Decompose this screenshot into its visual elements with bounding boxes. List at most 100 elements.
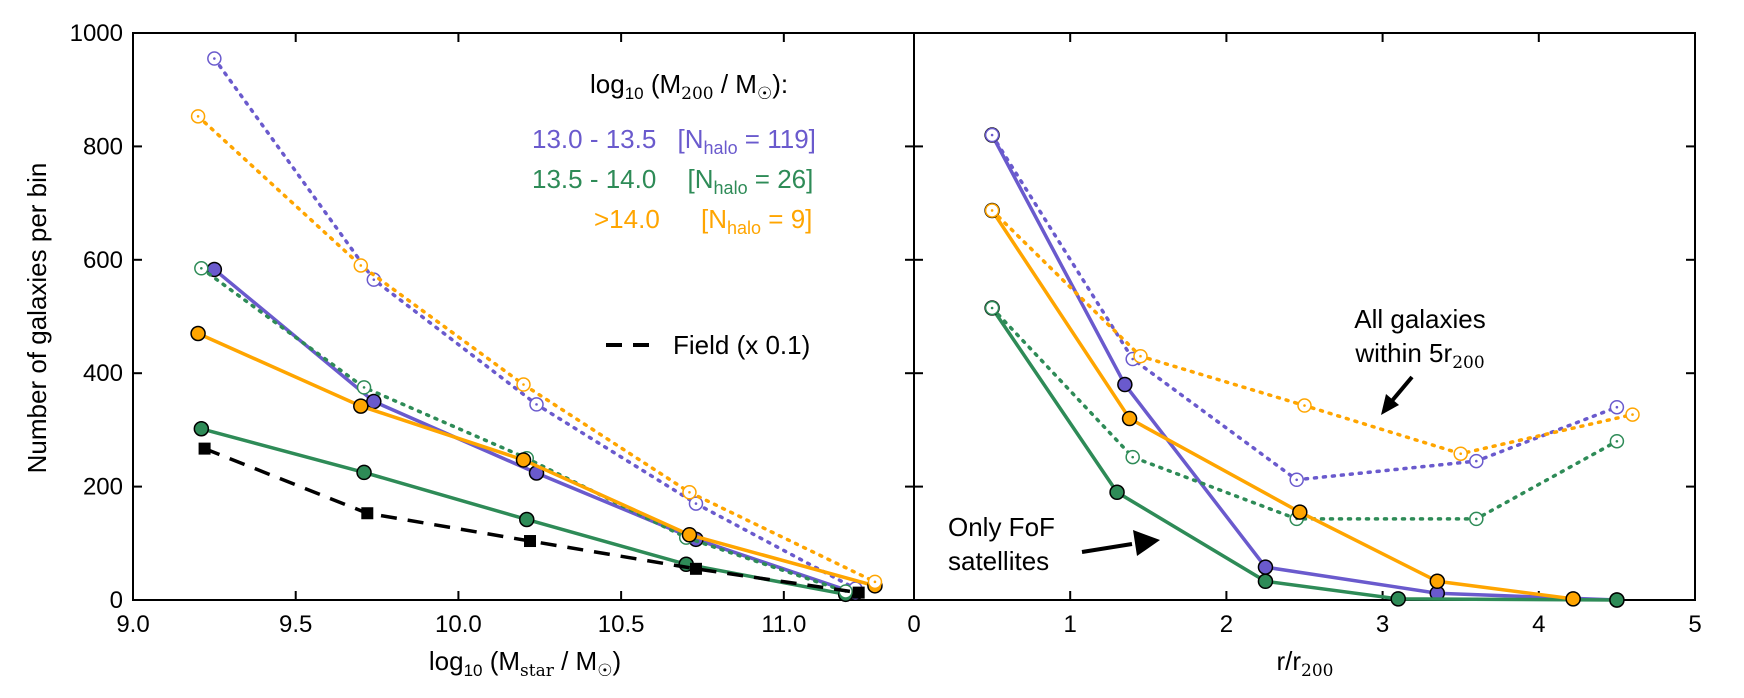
legend: log10 (M200 / M☉): 13.0 - 13.5 [Nhalo = … [532, 69, 816, 360]
right-point-purple-all [1609, 399, 1625, 415]
left-point-field [361, 507, 374, 520]
right-x-tick-label: 2 [1220, 611, 1233, 638]
left-point-field [198, 442, 211, 455]
left-point-field [852, 586, 865, 599]
right-point-green-satellites [1257, 573, 1274, 590]
legend-range-green: 13.5 - 14.0 [532, 164, 656, 194]
right-point-orange-all [1297, 398, 1312, 413]
left-point-orange-satellites [353, 398, 369, 414]
right-point-purple-all [1469, 453, 1484, 469]
left-point-green-satellites [193, 421, 210, 437]
left-axis-ticks: 9.0 9.5 10.0 10.5 11.0 0 200 400 600 800 1000 [70, 20, 914, 638]
right-panel-frame [913, 32, 1696, 601]
left-point-green-satellites [356, 464, 372, 481]
left-series-orange-all [190, 109, 883, 590]
legend-field-label: Field (x 0.1) [673, 330, 810, 360]
annotation-satellites-line1: Only FoF [948, 512, 1055, 542]
left-point-green-all [194, 261, 209, 276]
annotation-satellites: Only FoF satellites [948, 512, 1160, 576]
right-point-green-all [984, 300, 1000, 316]
left-series-green-satellites [193, 421, 854, 603]
right-point-green-all [1469, 511, 1484, 527]
y-tick-label: 400 [83, 360, 123, 387]
right-point-orange-all [1625, 407, 1640, 422]
left-point-purple-all [529, 397, 544, 412]
annotation-all-galaxies-line2: within 5r200 [1354, 338, 1484, 373]
left-point-purple-all [688, 496, 704, 511]
legend-entry-green: 13.5 - 14.0 [Nhalo = 26] [532, 164, 813, 198]
left-series-field [198, 442, 865, 599]
left-point-green-all [356, 380, 372, 395]
left-point-green-satellites [519, 511, 535, 528]
right-point-orange-satellites [1292, 504, 1308, 520]
annotation-satellites-line2: satellites [948, 546, 1049, 576]
right-point-green-satellites [1609, 592, 1625, 608]
right-point-green-all [1125, 449, 1140, 465]
y-tick-label: 800 [83, 133, 123, 160]
left-panel-series [190, 51, 883, 603]
legend-range-orange: >14.0 [594, 204, 660, 234]
y-axis-label: Number of galaxies per bin [22, 163, 52, 474]
left-x-tick-label: 10.5 [598, 611, 645, 638]
right-series-purple-satellites [984, 127, 1625, 608]
left-point-purple-all [207, 51, 222, 66]
right-point-green-all [1609, 433, 1625, 449]
right-point-purple-all [1289, 472, 1304, 488]
left-point-field [524, 535, 537, 548]
right-point-green-satellites [1390, 591, 1406, 607]
left-series-line-orange-satellites [197, 331, 876, 588]
left-x-tick-label: 9.0 [116, 611, 149, 638]
right-x-tick-label: 1 [1064, 611, 1077, 638]
left-series-purple-satellites [206, 261, 864, 601]
y-tick-label: 0 [110, 587, 123, 614]
right-panel-series [984, 127, 1640, 608]
left-point-orange-all [682, 485, 697, 500]
left-point-orange-all [867, 574, 883, 590]
left-point-orange-satellites [190, 325, 206, 342]
legend-title: log10 (M200 / M☉): [590, 69, 788, 104]
right-axis-ticks: 0 1 2 3 4 5 [907, 32, 1702, 638]
right-series-line-orange-satellites [990, 209, 1574, 601]
right-series-orange-all [984, 203, 1640, 461]
left-point-orange-satellites [681, 527, 698, 543]
right-series-line-purple-all [990, 133, 1619, 482]
right-x-tick-label: 0 [907, 611, 920, 638]
left-series-line-green-all [199, 266, 848, 594]
left-series-line-field [203, 446, 859, 595]
arrow-icon [1081, 530, 1160, 556]
left-point-orange-all [190, 109, 206, 124]
right-x-axis-label: r/r200 [1277, 646, 1334, 681]
left-x-tick-label: 10.0 [435, 611, 482, 638]
left-point-orange-satellites [515, 452, 532, 468]
right-x-tick-label: 4 [1532, 611, 1545, 638]
annotation-all-galaxies-line1: All galaxies [1354, 304, 1486, 334]
right-point-purple-all [984, 127, 1000, 143]
legend-entry-orange: >14.0 [Nhalo = 9] [594, 204, 812, 238]
right-point-orange-satellites [1121, 410, 1138, 427]
left-point-orange-all [516, 377, 531, 392]
left-series-purple-all [207, 51, 863, 596]
right-series-purple-all [984, 127, 1625, 488]
right-series-line-orange-all [990, 208, 1635, 456]
right-point-purple-satellites [1117, 376, 1133, 393]
right-x-tick-label: 3 [1376, 611, 1389, 638]
right-series-green-all [984, 300, 1625, 527]
y-tick-label: 200 [83, 474, 123, 501]
right-point-orange-all [1133, 348, 1148, 364]
left-series-green-all [194, 261, 853, 599]
left-point-purple-satellites [366, 393, 382, 410]
legend-entry-purple: 13.0 - 13.5 [Nhalo = 119] [532, 124, 816, 158]
left-series-orange-satellites [190, 325, 883, 594]
right-series-line-purple-satellites [990, 134, 1617, 602]
left-point-field [689, 562, 702, 575]
y-tick-label: 1000 [70, 20, 123, 47]
y-tick-label: 600 [83, 247, 123, 274]
legend-range-purple: 13.0 - 13.5 [532, 124, 656, 154]
right-point-purple-satellites [1257, 559, 1274, 575]
arrow-icon [1381, 375, 1414, 415]
annotation-all-galaxies: All galaxies within 5r200 [1354, 304, 1486, 415]
left-point-orange-all [353, 258, 369, 273]
right-point-green-satellites [1109, 484, 1125, 501]
right-point-orange-satellites [1429, 573, 1446, 590]
